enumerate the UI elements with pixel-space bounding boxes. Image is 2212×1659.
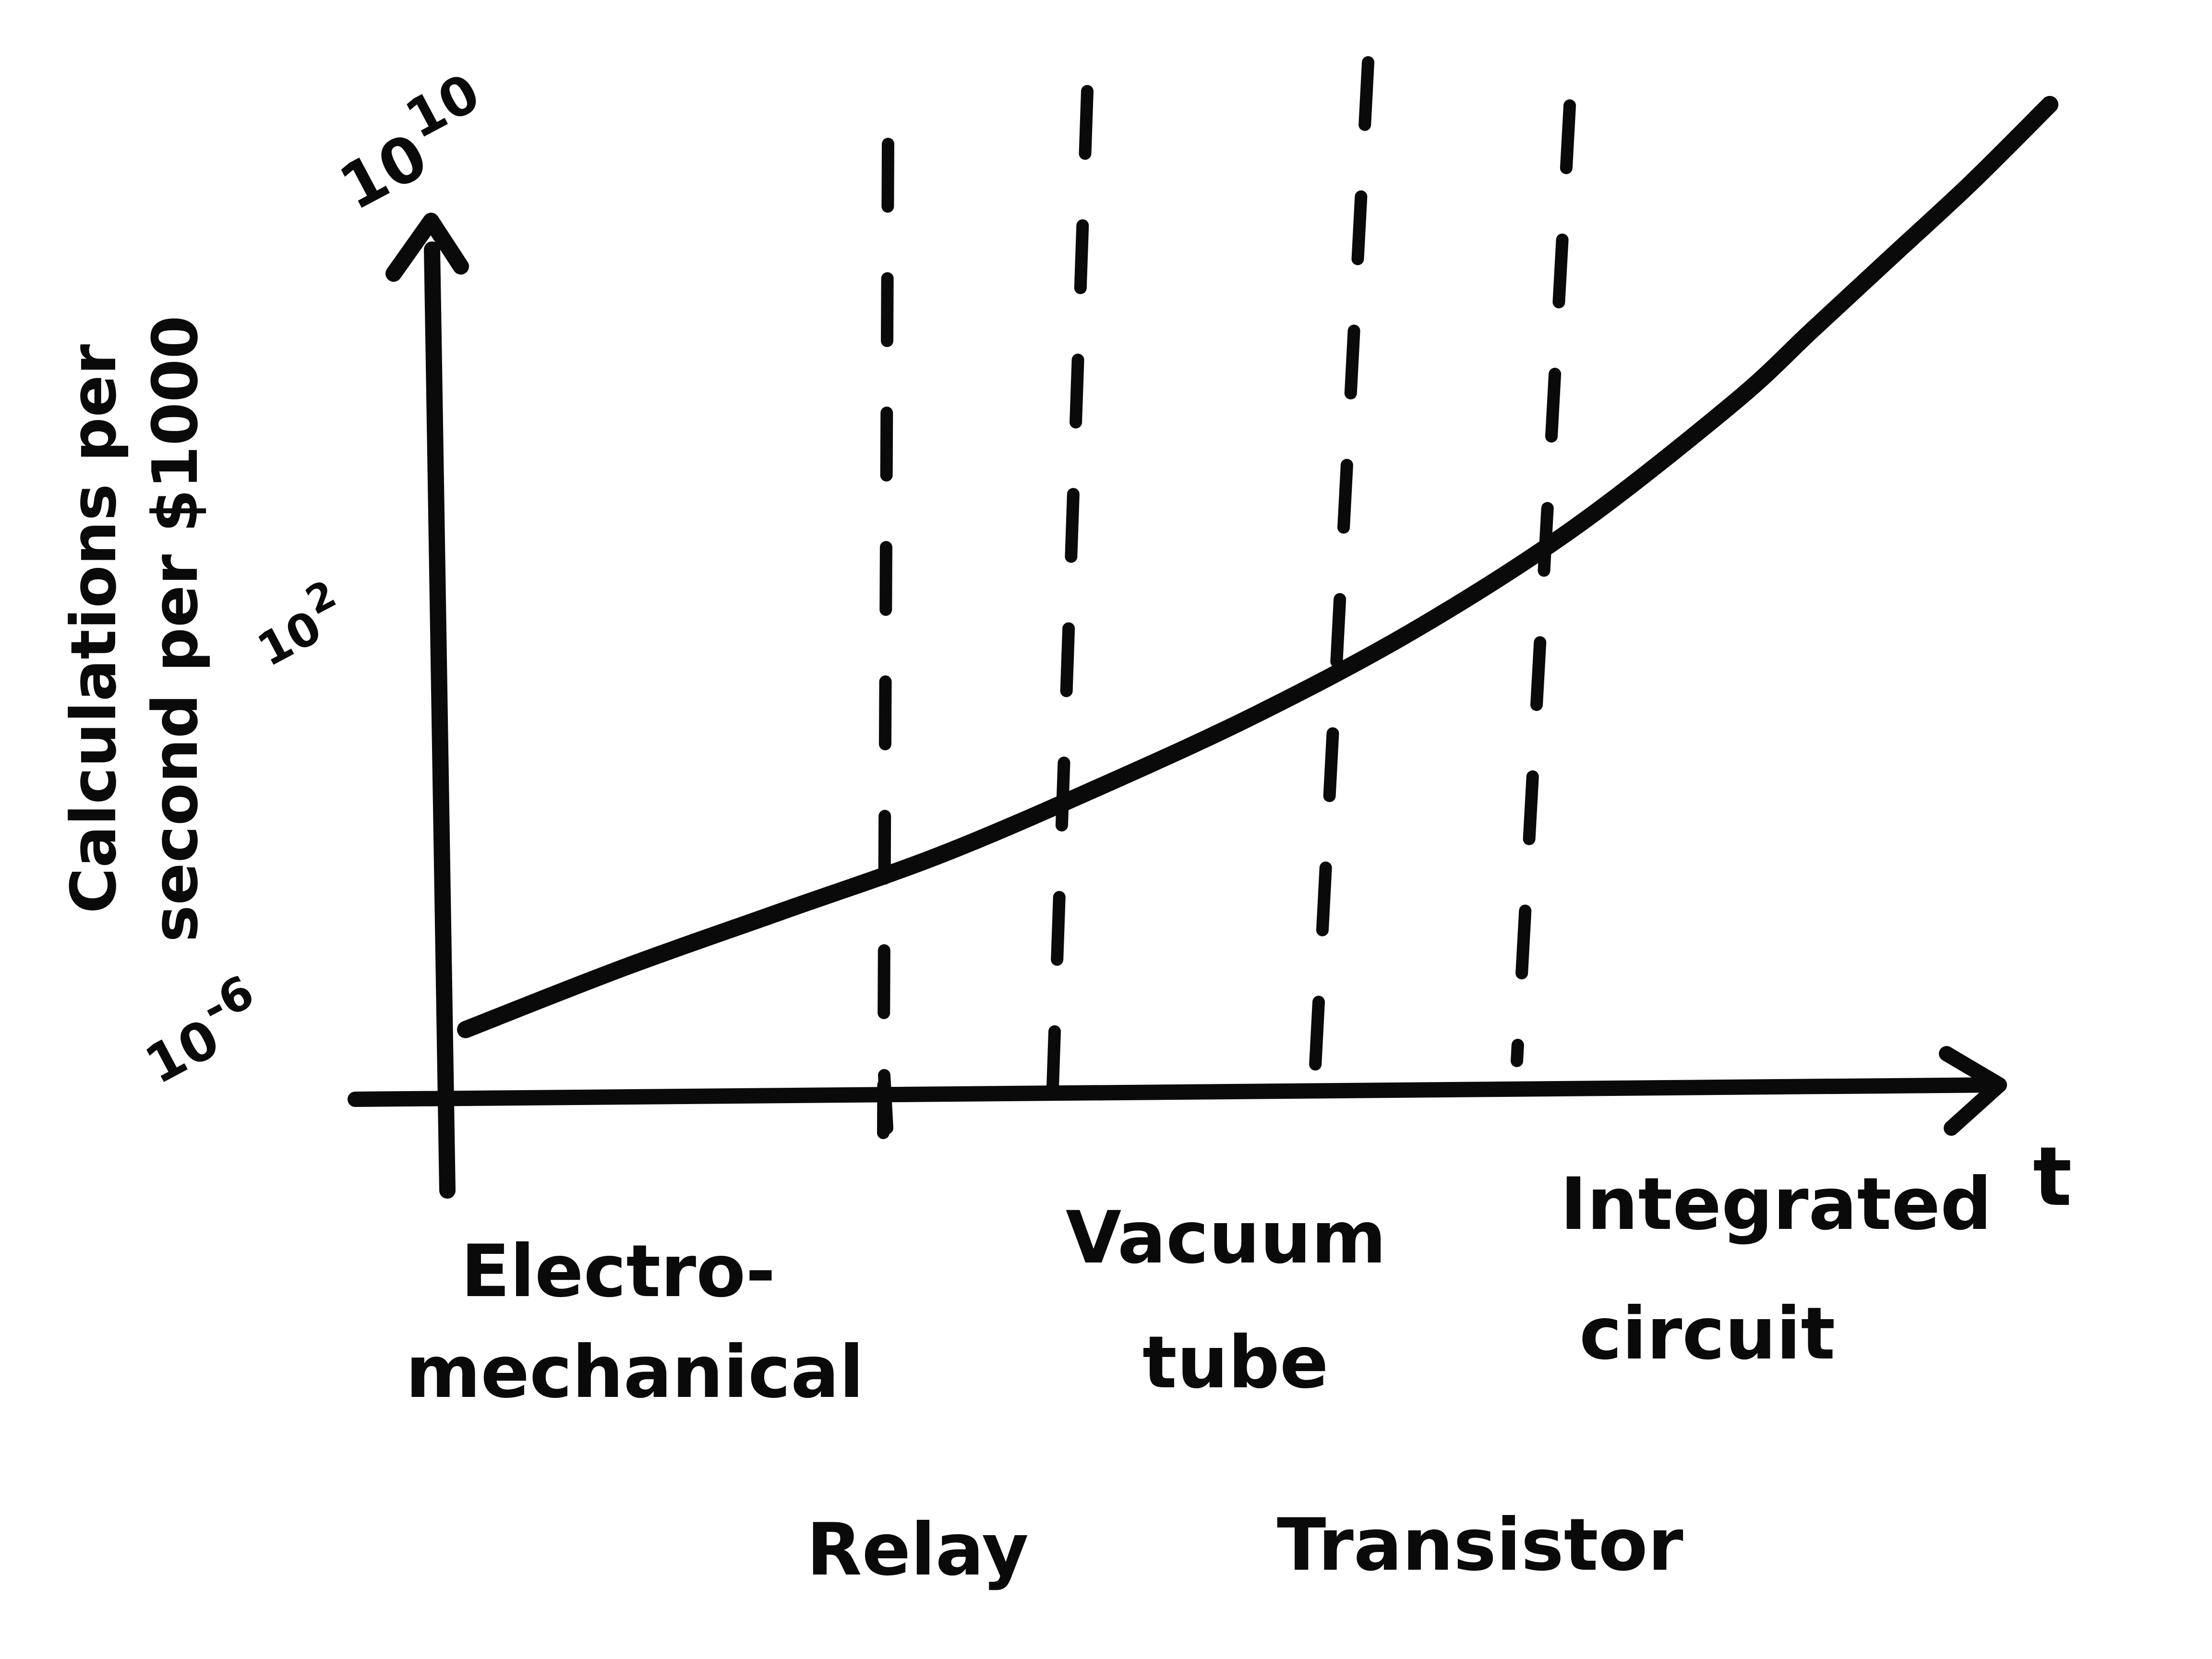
x-axis [348,1046,2007,1136]
x-axis-arrowhead [1939,1046,2007,1136]
era-label-transistor-line-1: Transistor [1277,1503,1683,1587]
era-label-electromechanical: Electro- mechanical [406,1230,864,1414]
era-label-transistor: Transistor [1277,1503,1683,1587]
y-tick-label-mid: 102 [241,571,355,677]
era-label-vacuum-tube-line-1: Vacuum [1066,1196,1386,1280]
era-label-vacuum-tube-line-2: tube [1142,1321,1329,1405]
era-label-integrated-circuit: Integrated circuit [1560,1163,1992,1376]
era-label-electromechanical-line-2: mechanical [406,1331,864,1414]
era-divider-2 [1045,85,1094,1134]
y-axis-arrowhead [385,213,469,282]
y-tick-label-bottom: 10-6 [126,965,276,1096]
era-divider-3 [1309,56,1374,1072]
era-label-relay-line-1: Relay [806,1508,1029,1592]
series-line [457,96,2058,1038]
era-label-electromechanical-line-1: Electro- [461,1230,776,1313]
y-axis [385,213,469,1199]
era-dividers [877,56,1576,1139]
era-label-integrated-circuit-line-2: circuit [1579,1292,1835,1376]
y-axis-label: Calculations per second per $1000 [57,315,212,942]
x-tick [878,1069,893,1134]
x-ticks [878,1069,893,1134]
x-axis-line [348,1077,2005,1107]
x-axis-label: t [2033,1130,2072,1225]
era-label-integrated-circuit-line-1: Integrated [1560,1163,1992,1246]
y-tick-label-top: 1010 [316,62,506,225]
era-divider-1 [877,138,894,1139]
y-axis-line [424,241,456,1199]
era-divider-4 [1511,99,1576,1067]
y-axis-label-line-2: second per $1000 [139,315,212,942]
era-label-vacuum-tube: Vacuum tube [1066,1196,1386,1405]
y-axis-label-line-1: Calculations per [57,344,130,914]
era-label-relay: Relay [806,1508,1029,1592]
